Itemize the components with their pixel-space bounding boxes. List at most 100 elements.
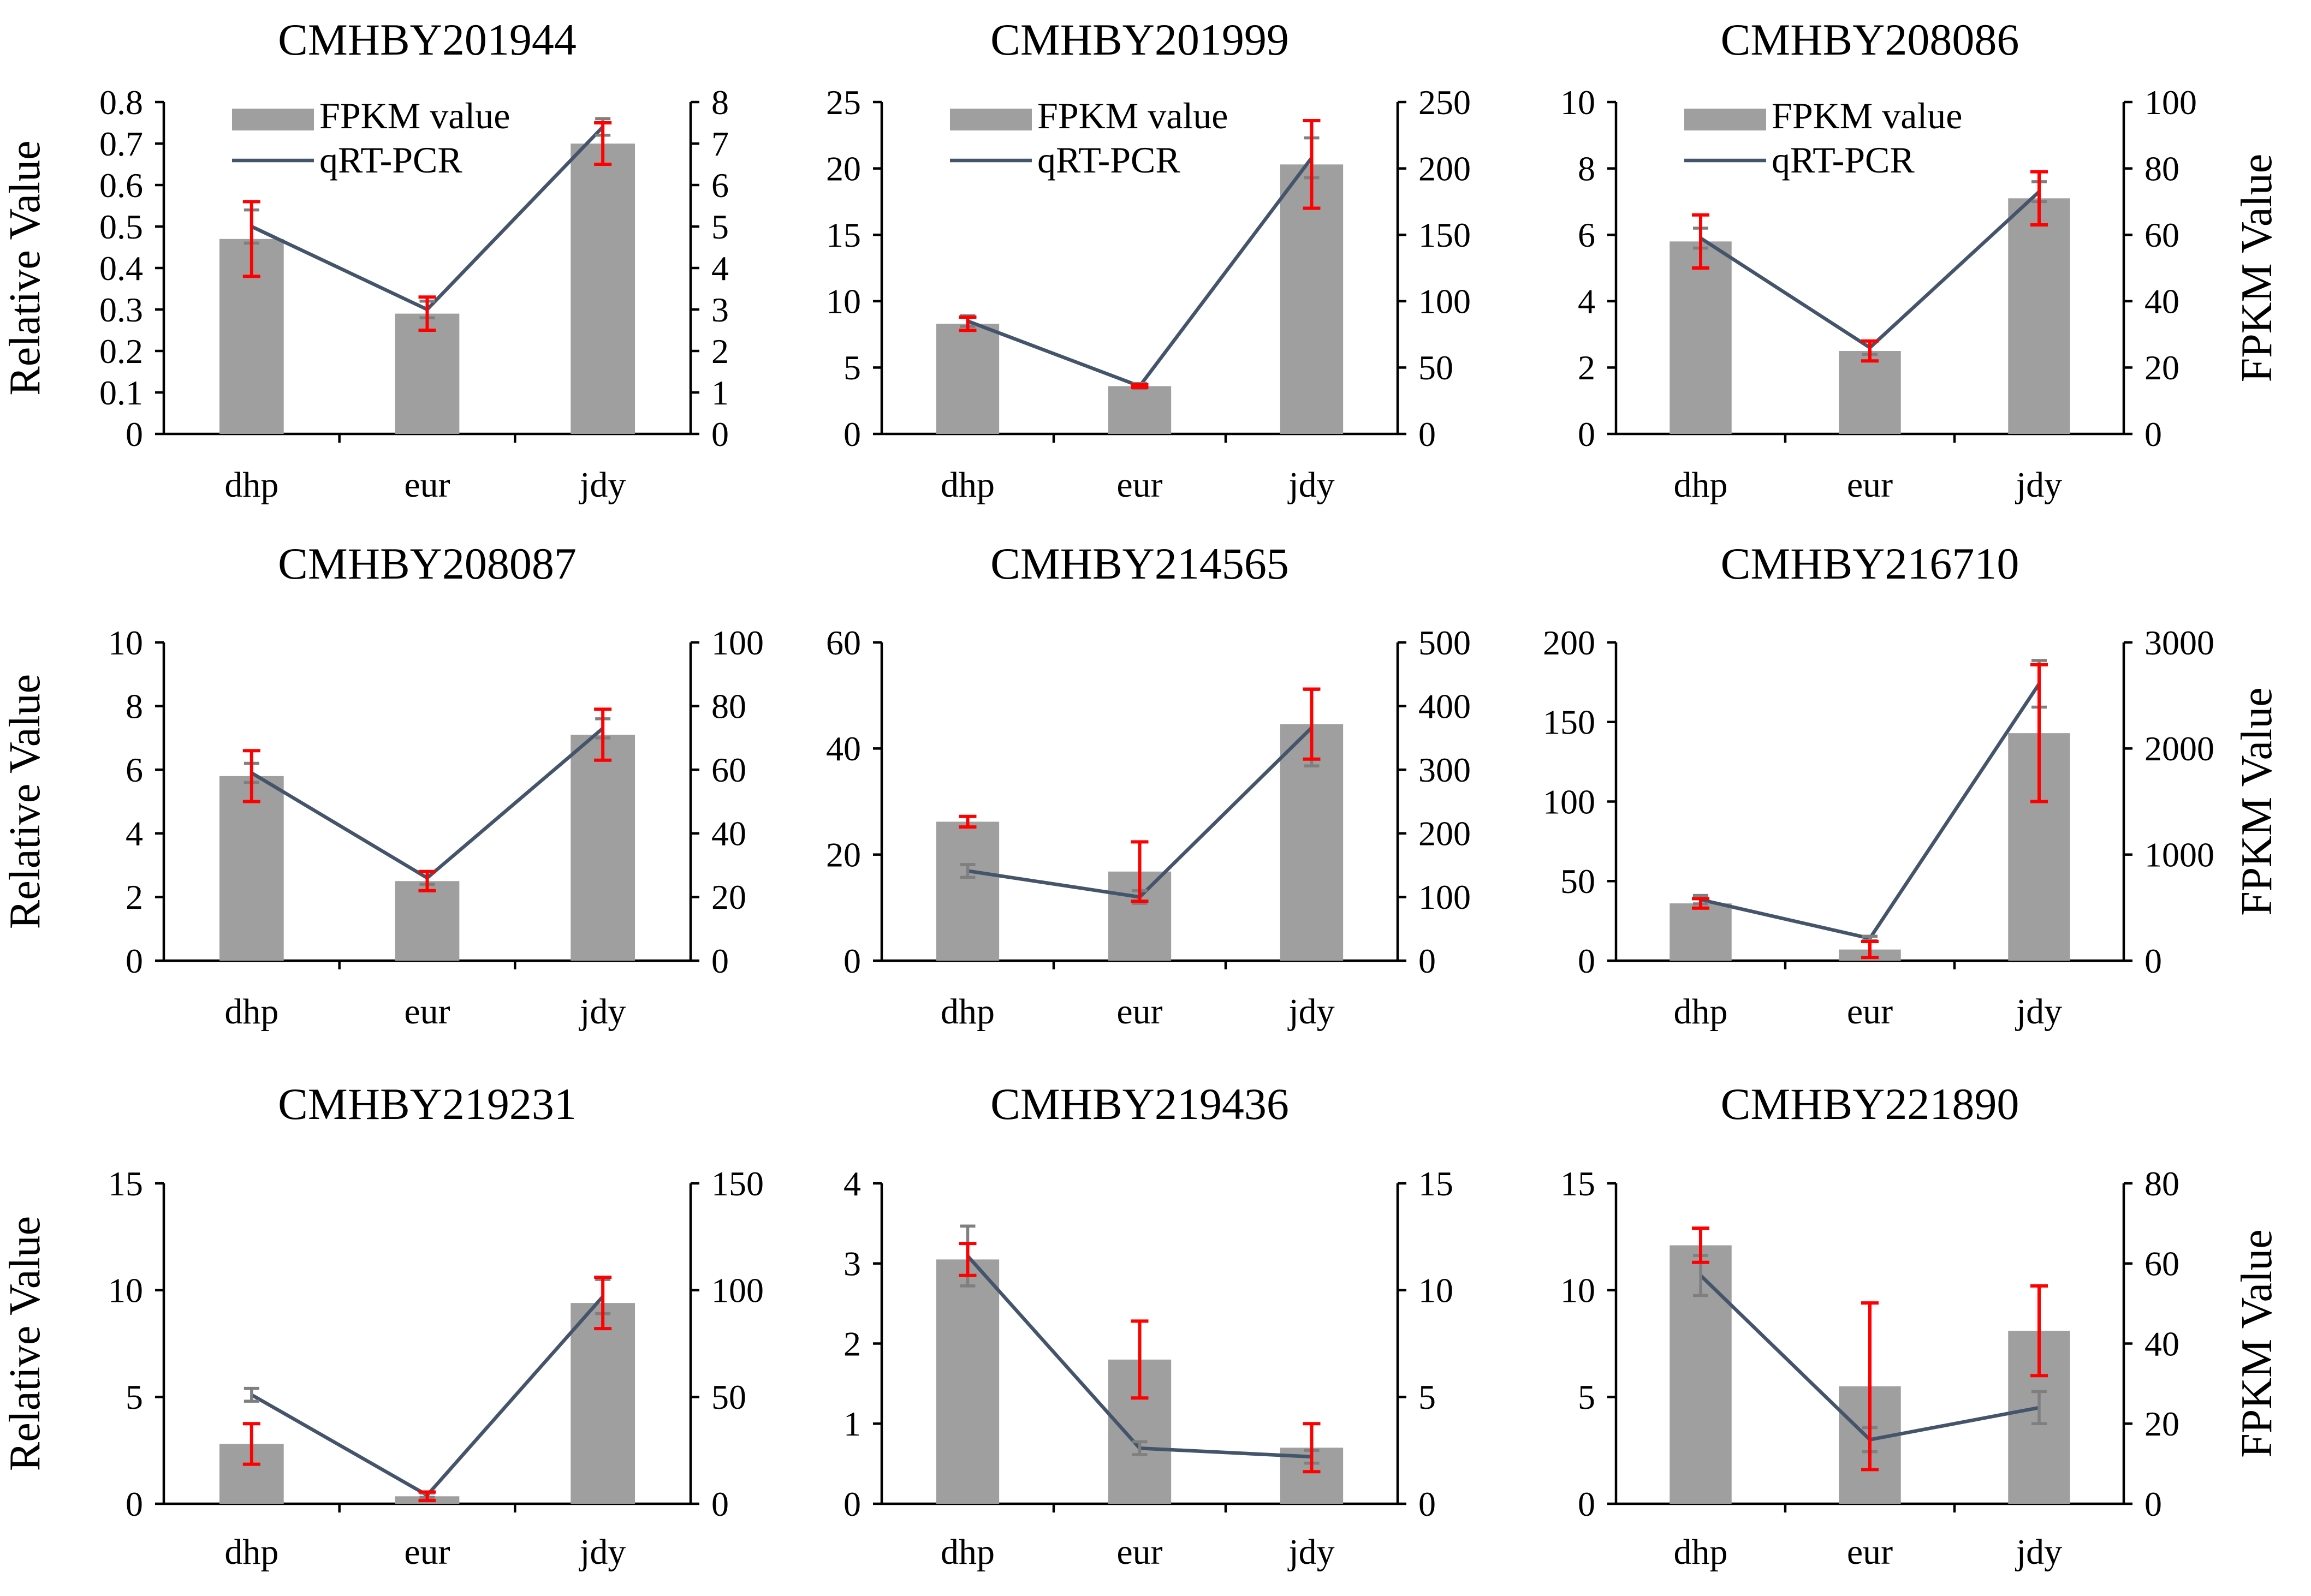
bar-jdy: [2008, 198, 2070, 434]
right-tick-label: 0: [2144, 1485, 2162, 1523]
bar-error-bar: [1131, 840, 1149, 903]
bar-error-bar: [418, 870, 436, 892]
right-tick-label: 5: [1418, 1378, 1436, 1416]
bar-error-bar: [418, 295, 436, 332]
bar-error-bar: [418, 1490, 436, 1503]
qrt-pcr-line: [967, 157, 1314, 389]
bar-jdy: [571, 1303, 635, 1504]
right-tick-label: 50: [1418, 348, 1453, 387]
category-label-dhp: dhp: [1674, 992, 1728, 1032]
category-label-jdy: jdy: [579, 1532, 626, 1572]
left-tick-label: 0: [843, 415, 861, 454]
qrt-pcr-line: [1700, 682, 2041, 940]
right-tick-label: 80: [2144, 1164, 2179, 1203]
right-tick-label: 0: [711, 942, 729, 980]
left-tick-label: 10: [1560, 83, 1595, 122]
right-tick-label: 80: [2144, 149, 2179, 188]
right-tick-label: 250: [1418, 83, 1471, 122]
chart-title: CMHBY208086: [1721, 15, 2019, 64]
qrt-pcr-line: [251, 1295, 604, 1498]
left-tick-label: 0.3: [99, 290, 143, 329]
bar-error-bar: [2030, 170, 2048, 227]
bar-error-bar: [1303, 119, 1321, 210]
bar-error-bar: [594, 121, 612, 166]
y2-axis-title: FPKM Value: [2233, 1229, 2281, 1458]
right-tick-label: 1000: [2144, 835, 2214, 874]
right-tick-label: 5: [711, 207, 729, 246]
legend-bar-swatch: [232, 109, 314, 130]
right-tick-label: 200: [1418, 814, 1471, 853]
left-tick-label: 6: [1578, 216, 1595, 254]
right-tick-label: 100: [711, 1271, 764, 1309]
left-tick-label: 15: [826, 216, 861, 254]
bar-dhp: [936, 821, 1000, 961]
bar-error-bar: [1861, 940, 1879, 960]
chart-title: CMHBY201999: [990, 15, 1289, 64]
bar-error-bar: [242, 1422, 260, 1466]
right-tick-label: 4: [711, 249, 729, 288]
bar-error-bar: [959, 814, 977, 829]
bar-jdy: [571, 144, 635, 434]
right-tick-label: 3: [711, 290, 729, 329]
bar-eur: [395, 313, 460, 434]
right-tick-label: 6: [711, 166, 729, 205]
left-tick-label: 15: [1560, 1164, 1595, 1203]
right-tick-label: 0: [711, 1485, 729, 1523]
left-tick-label: 0: [126, 415, 143, 454]
left-tick-label: 0.1: [99, 373, 143, 412]
chart-panel-CMHBY219436: CMHBY219436 0 1 2 3 4 0 5 10 15 dhp eur jdy: [843, 1079, 1453, 1572]
right-tick-label: 10: [1418, 1271, 1453, 1309]
bar-error-bar: [2030, 663, 2048, 803]
left-tick-label: 20: [826, 149, 861, 188]
left-tick-label: 0: [1578, 942, 1595, 980]
bar-error-bar: [1861, 339, 1879, 363]
chart-title: CMHBY208087: [278, 539, 577, 588]
right-tick-label: 20: [2144, 1404, 2179, 1443]
left-tick-label: 0: [1578, 415, 1595, 454]
chart-panel-CMHBY214565: CMHBY214565 0 20 40 60 0 100 200 300 400 500 dhp eur…: [826, 539, 1471, 1032]
left-tick-label: 100: [1543, 782, 1595, 821]
right-tick-label: 60: [711, 751, 746, 789]
right-tick-label: 500: [1418, 623, 1471, 662]
left-tick-label: 0.4: [99, 249, 143, 288]
left-tick-label: 10: [108, 1271, 143, 1309]
category-label-dhp: dhp: [941, 992, 995, 1032]
category-label-eur: eur: [1116, 1532, 1162, 1572]
bar-dhp: [1670, 903, 1732, 961]
left-tick-label: 0.2: [99, 332, 143, 371]
left-tick-label: 0.6: [99, 166, 143, 205]
legend-line-label: qRT-PCR: [319, 139, 462, 181]
right-tick-label: 150: [711, 1164, 764, 1203]
legend-line-label: qRT-PCR: [1037, 139, 1180, 181]
left-tick-label: 0: [843, 942, 861, 980]
category-label-eur: eur: [1847, 465, 1893, 505]
chart-title: CMHBY201944: [278, 15, 577, 64]
category-label-dhp: dhp: [1674, 465, 1728, 505]
left-tick-label: 1: [843, 1404, 861, 1443]
legend-line-label: qRT-PCR: [1772, 139, 1915, 181]
left-tick-label: 10: [1560, 1271, 1595, 1309]
qrt-pcr-line: [251, 726, 604, 880]
category-label-jdy: jdy: [579, 992, 626, 1032]
left-tick-label: 15: [108, 1164, 143, 1203]
legend-bar-swatch: [950, 109, 1032, 130]
right-tick-label: 60: [2144, 1244, 2179, 1283]
right-tick-label: 0: [2144, 415, 2162, 454]
right-tick-label: 400: [1418, 687, 1471, 725]
left-tick-label: 10: [826, 282, 861, 321]
right-tick-label: 80: [711, 687, 746, 725]
right-tick-label: 0: [1418, 1485, 1436, 1523]
category-label-eur: eur: [1116, 465, 1162, 505]
bar-error-bar: [1131, 1319, 1149, 1400]
bar-eur: [1108, 386, 1172, 434]
left-tick-label: 2: [1578, 348, 1595, 387]
left-tick-label: 0.8: [99, 83, 143, 122]
category-label-jdy: jdy: [2015, 1532, 2062, 1572]
chart-panel-CMHBY221890: CMHBY221890 0 5 10 15 0 20 40 60 80 dhp eur jdy FPKM …: [1560, 1079, 2281, 1572]
legend-bar-label: FPKM value: [1772, 95, 1962, 136]
left-tick-label: 0: [126, 942, 143, 980]
